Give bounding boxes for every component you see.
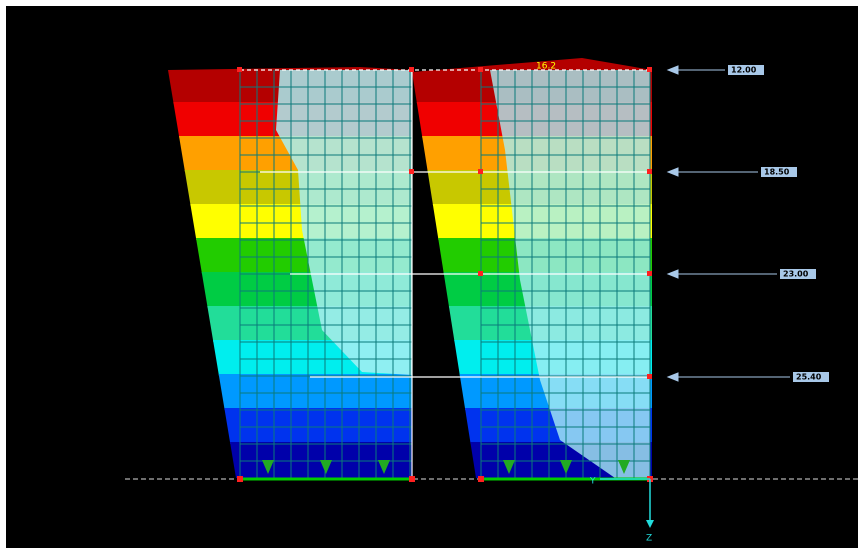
load-label: 25.40 [796, 373, 822, 382]
max-value: 16.2 [536, 62, 556, 72]
load-label: 12.00 [731, 66, 757, 75]
viewport: 12.00 18.50 23.00 25.40 16.2 Y Z [0, 0, 864, 554]
y-axis-label: Y [589, 477, 596, 487]
load-label: 18.50 [764, 168, 790, 177]
z-axis-label: Z [646, 534, 652, 544]
load-label: 23.00 [783, 270, 809, 279]
